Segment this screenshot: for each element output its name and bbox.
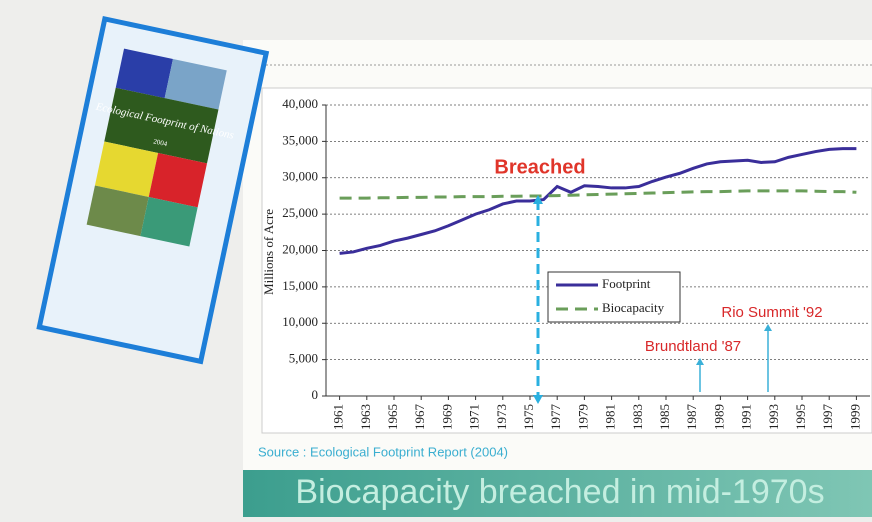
x-tick-label: 1987 bbox=[684, 404, 699, 431]
cover-year: 2004 bbox=[153, 137, 169, 148]
annotation: Breached bbox=[494, 156, 585, 178]
x-tick-label: 1975 bbox=[521, 404, 536, 430]
series-line bbox=[339, 147, 857, 255]
x-tick-label: 1985 bbox=[657, 404, 672, 430]
x-tick-label: 1999 bbox=[847, 404, 862, 430]
legend-box bbox=[547, 271, 681, 323]
x-tick-label: 1991 bbox=[739, 404, 754, 430]
x-tick-label: 1961 bbox=[331, 404, 346, 430]
legend-label: Biocapacity bbox=[602, 300, 665, 315]
legend-label: Footprint bbox=[602, 276, 651, 291]
x-tick-label: 1979 bbox=[575, 404, 590, 430]
cover-block bbox=[140, 196, 198, 247]
x-tick-label: 1993 bbox=[766, 404, 781, 430]
cover-block bbox=[104, 87, 219, 164]
y-tick-label: 10,000 bbox=[282, 314, 318, 329]
x-tick-label: 1967 bbox=[412, 404, 427, 431]
x-tick-label: 1981 bbox=[603, 404, 618, 430]
x-tick-label: 1971 bbox=[467, 404, 482, 430]
y-tick-label: 25,000 bbox=[282, 205, 318, 220]
series-line bbox=[339, 189, 857, 200]
x-tick-label: 1969 bbox=[439, 404, 454, 430]
headline: Biocapacity breached in mid-1970s bbox=[295, 473, 824, 511]
x-tick-label: 1973 bbox=[494, 404, 509, 430]
x-tick-label: 1989 bbox=[711, 404, 726, 430]
cover-block bbox=[86, 185, 149, 237]
y-tick-label: 5,000 bbox=[289, 351, 318, 366]
annotation: Brundtland '87 bbox=[645, 338, 741, 355]
x-tick-label: 1995 bbox=[793, 404, 808, 430]
legend: Footprint Biocapacity bbox=[547, 271, 681, 323]
y-tick-label: 15,000 bbox=[282, 278, 318, 293]
cover-block bbox=[94, 141, 159, 197]
chart-frame bbox=[261, 87, 872, 434]
annotation: Rio Summit '92 bbox=[721, 304, 822, 321]
cover-block bbox=[148, 152, 208, 208]
x-tick-label: 1977 bbox=[548, 404, 563, 431]
x-tick-label: 1963 bbox=[358, 404, 373, 430]
x-tick-label: 1983 bbox=[630, 404, 645, 430]
y-tick-label: 20,000 bbox=[282, 241, 318, 256]
y-axis-label: Millions of Acre bbox=[261, 209, 276, 295]
y-tick-label: 35,000 bbox=[282, 132, 318, 147]
x-tick-label: 1997 bbox=[820, 404, 835, 431]
y-tick-label: 0 bbox=[312, 387, 319, 402]
report-cover: Ecological Footprint of Nations 2004 bbox=[36, 15, 270, 365]
arrow-head bbox=[764, 324, 772, 331]
x-tick-label: 1965 bbox=[385, 404, 400, 430]
source: Source : Ecological Footprint Report (20… bbox=[258, 444, 508, 459]
arrow-head bbox=[696, 358, 704, 365]
y-tick-label: 30,000 bbox=[282, 169, 318, 184]
plot: 0 5,000 10,000 15,000 20,000 25,000 30,000 35,0… bbox=[282, 96, 870, 430]
cover-block bbox=[164, 58, 227, 110]
y-tick-label: 40,000 bbox=[282, 96, 318, 111]
headline-band bbox=[243, 470, 872, 517]
cover-block bbox=[115, 48, 173, 99]
